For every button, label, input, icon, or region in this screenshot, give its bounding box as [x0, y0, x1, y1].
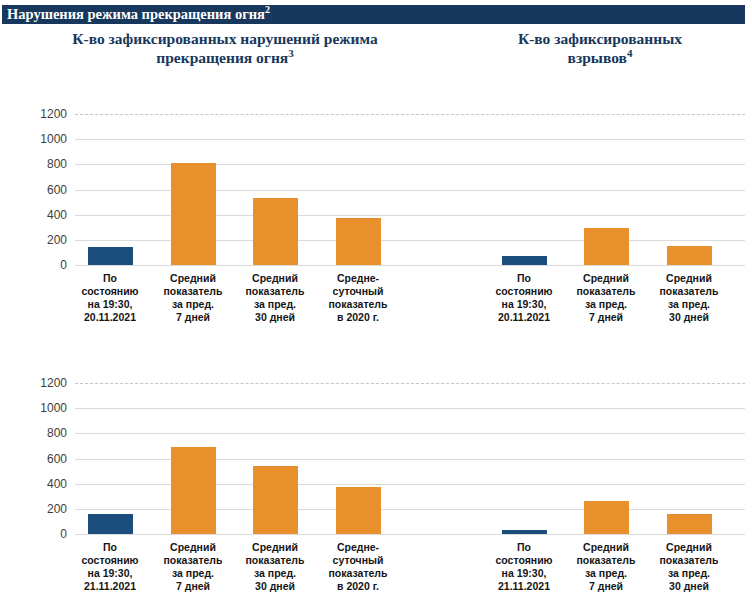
- x-axis-tick-label: По состоянию на 19:30, 21.11.2021: [478, 541, 570, 593]
- bar-bottom-left-2: [253, 466, 298, 534]
- bar-top-left-1: [171, 163, 216, 265]
- x-axis-tick-label: По состоянию на 19:30, 20.11.2021: [478, 272, 570, 324]
- chart-title-explosions-text: К-во зафиксированных взрывов: [518, 30, 682, 66]
- y-axis-tick-label: 200: [25, 233, 67, 247]
- y-axis-tick-label: 1000: [25, 132, 67, 146]
- gridline: [75, 383, 745, 384]
- bar-chart-row-bottom: 120010008006004002000По состоянию на 19:…: [75, 383, 745, 534]
- chart-title-explosions-superscript: 4: [627, 47, 633, 59]
- x-axis-tick-label: Средний показатель за пред. 30 дней: [229, 541, 321, 593]
- chart-title-violations: К-во зафиксированных нарушений режима пр…: [20, 29, 430, 67]
- x-axis-tick-label: Средний показатель за пред. 30 дней: [643, 272, 735, 324]
- bar-bottom-right-2: [667, 514, 712, 534]
- y-axis-tick-label: 1200: [25, 376, 67, 390]
- bar-chart-row-top: 120010008006004002000По состоянию на 19:…: [75, 114, 745, 265]
- chart-title-violations-superscript: 3: [288, 47, 294, 59]
- bar-bottom-left-0: [88, 514, 133, 534]
- x-axis-tick-label: Средний показатель за пред. 7 дней: [147, 541, 239, 593]
- gridline: [75, 139, 745, 140]
- x-axis-tick-label: Средний показатель за пред. 7 дней: [147, 272, 239, 324]
- y-axis-tick-label: 400: [25, 477, 67, 491]
- x-axis-tick-label: Средний показатель за пред. 7 дней: [560, 541, 652, 593]
- chart-title-violations-text: К-во зафиксированных нарушений режима пр…: [72, 30, 377, 66]
- x-axis-tick-label: Средний показатель за пред. 30 дней: [643, 541, 735, 593]
- y-axis-tick-label: 800: [25, 426, 67, 440]
- x-axis-tick-label: Средний показатель за пред. 30 дней: [229, 272, 321, 324]
- gridline: [75, 114, 745, 115]
- y-axis-tick-label: 1000: [25, 401, 67, 415]
- y-axis-tick-label: 600: [25, 183, 67, 197]
- section-header-title: Нарушения режима прекращения огня: [7, 6, 265, 22]
- y-axis-tick-label: 0: [25, 258, 67, 272]
- x-axis-tick-label: Средне- суточный показатель в 2020 г.: [312, 541, 404, 593]
- y-axis-tick-label: 600: [25, 452, 67, 466]
- bar-bottom-right-0: [502, 530, 547, 534]
- y-axis-tick-label: 200: [25, 502, 67, 516]
- bar-bottom-right-1: [584, 501, 629, 534]
- y-axis-tick-label: 400: [25, 208, 67, 222]
- section-header-superscript: 2: [265, 4, 270, 15]
- x-axis-tick-label: Средне- суточный показатель в 2020 г.: [312, 272, 404, 324]
- bar-top-left-3: [336, 218, 381, 265]
- report-page: Нарушения режима прекращения огня2 К-во …: [0, 0, 752, 613]
- gridline: [75, 408, 745, 409]
- gridline: [75, 265, 745, 266]
- gridline: [75, 433, 745, 434]
- x-axis-tick-label: По состоянию на 19:30, 21.11.2021: [64, 541, 156, 593]
- bar-top-left-2: [253, 198, 298, 265]
- section-header-bar: Нарушения режима прекращения огня2: [2, 5, 745, 24]
- y-axis-tick-label: 1200: [25, 107, 67, 121]
- x-axis-tick-label: Средний показатель за пред. 7 дней: [560, 272, 652, 324]
- bar-bottom-left-3: [336, 487, 381, 534]
- bar-top-right-0: [502, 256, 547, 265]
- bar-top-left-0: [88, 247, 133, 265]
- x-axis-tick-label: По состоянию на 19:30, 20.11.2021: [64, 272, 156, 324]
- gridline: [75, 534, 745, 535]
- bar-top-right-2: [667, 246, 712, 265]
- bar-top-right-1: [584, 228, 629, 265]
- y-axis-tick-label: 800: [25, 157, 67, 171]
- y-axis-tick-label: 0: [25, 527, 67, 541]
- chart-title-explosions: К-во зафиксированных взрывов4: [455, 29, 745, 67]
- bar-bottom-left-1: [171, 447, 216, 534]
